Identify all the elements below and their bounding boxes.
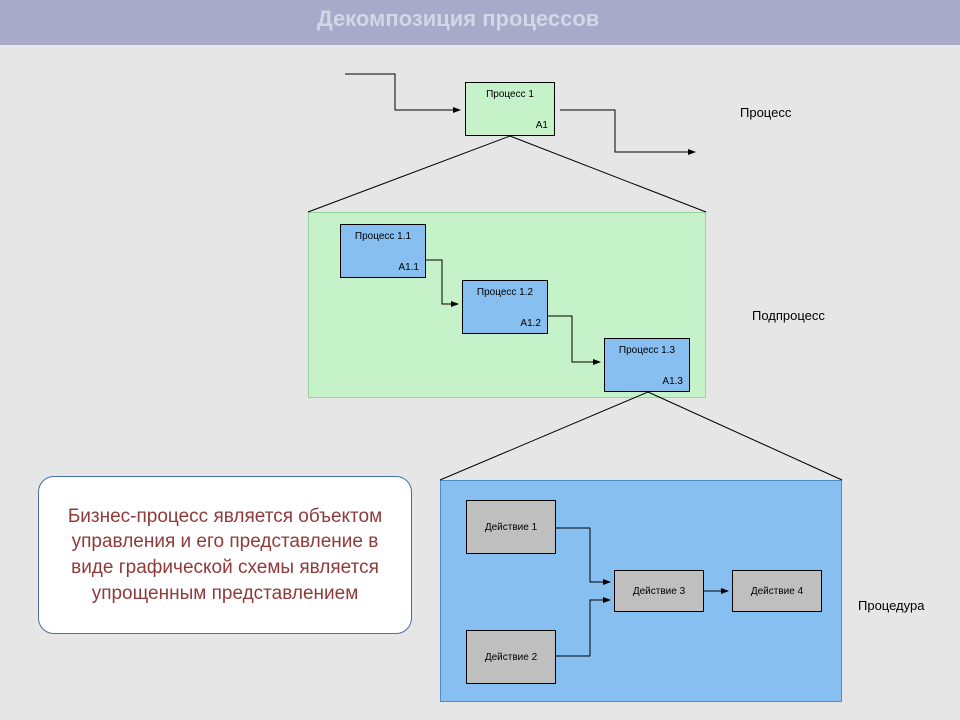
action-box-2: Действие 2 [466, 630, 556, 684]
subprocess-box-title: Процесс 1.2 [463, 287, 547, 298]
process-box-code: A1 [536, 120, 548, 131]
subprocess-box-2: Процесс 1.2 A1.2 [462, 280, 548, 334]
subprocess-box-title: Процесс 1.3 [605, 345, 689, 356]
process-box-title: Процесс 1 [466, 89, 554, 100]
subprocess-box-title: Процесс 1.1 [341, 231, 425, 242]
subprocess-box-code: A1.3 [662, 376, 683, 387]
callout-box: Бизнес-процесс является объектом управле… [38, 476, 412, 634]
action-box-3: Действие 3 [614, 570, 704, 612]
subprocess-box-1: Процесс 1.1 A1.1 [340, 224, 426, 278]
action-box-4: Действие 4 [732, 570, 822, 612]
page-title: Декомпозиция процессов [317, 6, 599, 32]
label-process: Процесс [740, 105, 791, 120]
subprocess-box-3: Процесс 1.3 A1.3 [604, 338, 690, 392]
label-subprocess: Подпроцесс [752, 308, 825, 323]
subprocess-box-code: A1.2 [520, 318, 541, 329]
process-box-a1: Процесс 1 A1 [465, 82, 555, 136]
callout-text: Бизнес-процесс является объектом управле… [53, 504, 397, 607]
action-box-1: Действие 1 [466, 500, 556, 554]
label-procedure: Процедура [858, 598, 924, 613]
subprocess-box-code: A1.1 [398, 262, 419, 273]
